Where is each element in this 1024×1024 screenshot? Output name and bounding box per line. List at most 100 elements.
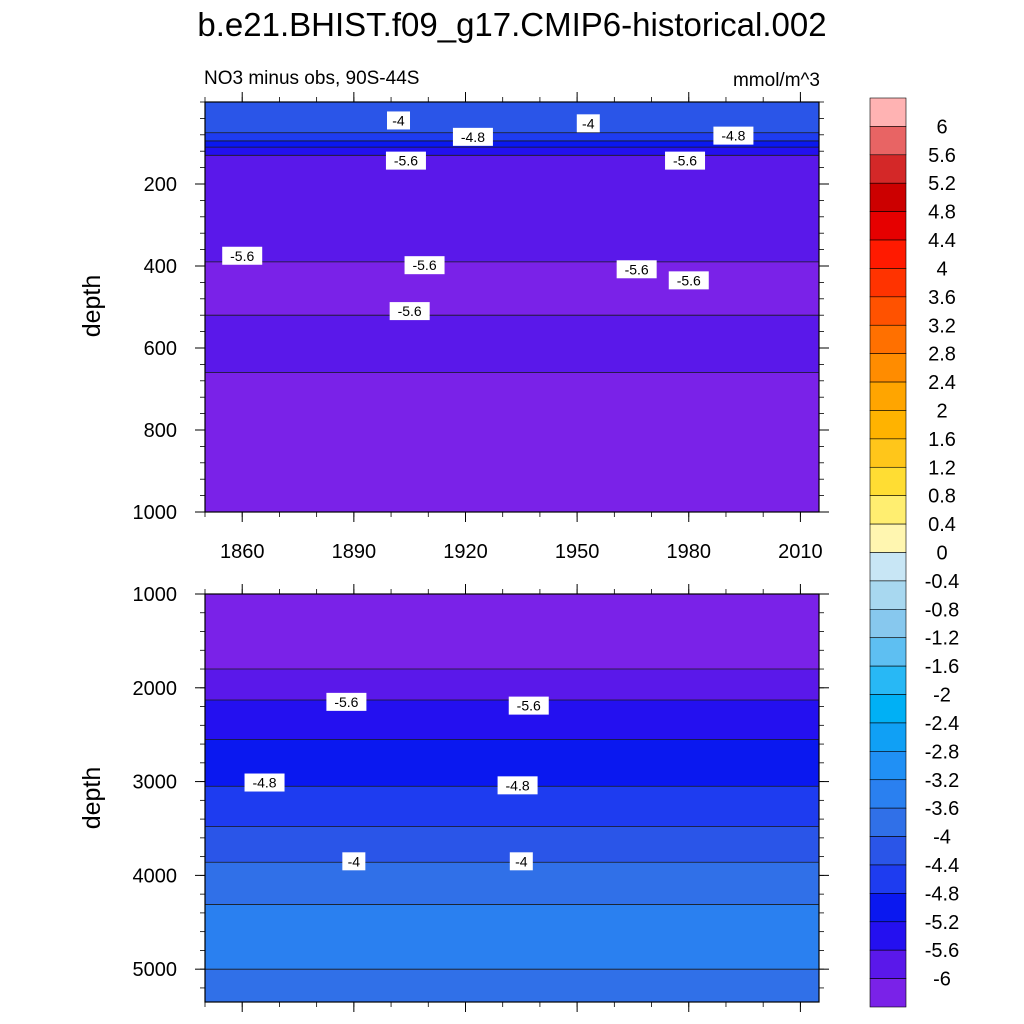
colorbar-label: 6 (936, 116, 947, 138)
colorbar-swatch (869, 97, 907, 127)
colorbar-label: 2 (936, 400, 947, 422)
y-tick-label: 800 (144, 420, 177, 442)
colorbar-swatch (869, 836, 907, 866)
colorbar-swatch (869, 864, 907, 894)
colorbar-swatch (869, 466, 907, 496)
colorbar-swatch (869, 807, 907, 837)
x-tick-label: 1920 (443, 541, 488, 563)
contour-band (205, 594, 819, 670)
svg-text:-5.6: -5.6 (230, 248, 254, 264)
y-tick-label: 600 (144, 338, 177, 360)
contour-label: -5.6 (385, 151, 426, 170)
colorbar-label: 0.4 (928, 514, 956, 536)
svg-text:-4: -4 (582, 115, 595, 131)
y-tick-label: 200 (144, 174, 177, 196)
colorbar-label: 3.2 (928, 315, 956, 337)
colorbar-label: 2.8 (928, 344, 956, 366)
svg-text:-5.6: -5.6 (673, 153, 697, 169)
x-tick-label: 1890 (332, 541, 377, 563)
colorbar-label: -2 (933, 685, 951, 707)
contour-label: -4 (342, 852, 366, 871)
colorbar-label: -0.8 (925, 599, 959, 621)
colorbar-swatch (869, 239, 907, 269)
contour-label: -5.6 (665, 151, 706, 170)
colorbar-label: -1.6 (925, 656, 959, 678)
colorbar-swatch (869, 722, 907, 752)
colorbar-swatch (869, 580, 907, 610)
y-tick-label: 400 (144, 256, 177, 278)
figure-title: b.e21.BHIST.f09_g17.CMIP6-historical.002 (197, 6, 826, 43)
contour-band (205, 155, 819, 262)
contour-band (205, 969, 819, 1002)
y-tick-label: 4000 (133, 865, 178, 887)
colorbar-label: -5.2 (925, 912, 959, 934)
colorbar-swatch (869, 126, 907, 156)
y-tick-label: 5000 (133, 959, 178, 981)
colorbar-swatch (869, 182, 907, 212)
y-tick-label: 2000 (133, 678, 178, 700)
colorbar-swatch (869, 552, 907, 582)
contour-label: -4 (509, 852, 533, 871)
colorbar-label: -2.8 (925, 741, 959, 763)
colorbar-swatch (869, 751, 907, 781)
colorbar-label: 4.8 (928, 202, 956, 224)
x-tick-label: 1860 (220, 541, 265, 563)
contour-label: -4.8 (497, 776, 538, 795)
contour-band (205, 147, 819, 156)
x-tick-label: 2010 (778, 541, 823, 563)
colorbar-label: -3.2 (925, 770, 959, 792)
svg-text:-5.6: -5.6 (625, 261, 649, 277)
plot-frame (204, 101, 820, 513)
svg-text:-5.6: -5.6 (517, 698, 541, 714)
contour-band (205, 132, 819, 141)
lower-panel: 1000 2000 3000 4000 5000 -5.6 -5.6 -4.8 -4.8 -4 -4 (133, 584, 829, 1012)
colorbar-label: -4.8 (925, 883, 959, 905)
contour-label: -4 (576, 114, 600, 133)
upper-panel: 200 400 600 800 1000 1860 1890 1920 1950 1980 2010… (133, 92, 829, 563)
colorbar-label: -1.2 (925, 628, 959, 650)
x-tick-label: 1980 (667, 541, 712, 563)
contour-label: -4.8 (452, 127, 493, 146)
colorbar-swatch (869, 381, 907, 411)
colorbar-swatch (869, 523, 907, 553)
colorbar-swatch (869, 410, 907, 440)
contour-band (205, 904, 819, 970)
lower-y-axis-label: depth (78, 767, 106, 830)
units-label: mmol/m^3 (733, 70, 820, 91)
contour-label: -5.6 (404, 256, 445, 275)
colorbar-label: -4.4 (925, 855, 959, 877)
svg-text:-4: -4 (392, 112, 405, 128)
svg-text:-4.8: -4.8 (721, 128, 745, 144)
colorbar-label: -3.6 (925, 798, 959, 820)
colorbar: 6 5.6 5.2 4.8 4.4 4 3.6 3.2 2.8 2.4 2 1.6 1.2 0.8 0.4 0… (869, 97, 959, 1008)
colorbar-label: 0 (936, 543, 947, 565)
colorbar-label: 2.4 (928, 372, 956, 394)
colorbar-label: 5.2 (928, 173, 956, 195)
contour-band (205, 261, 819, 316)
colorbar-swatch (869, 609, 907, 639)
svg-text:-5.6: -5.6 (398, 303, 422, 319)
colorbar-swatch (869, 949, 907, 979)
upper-y-axis-label: depth (78, 275, 106, 338)
plot-frame (204, 593, 820, 1003)
colorbar-label: -6 (933, 969, 951, 991)
colorbar-label: -0.4 (925, 571, 959, 593)
colorbar-swatch (869, 978, 907, 1008)
contour-band (205, 669, 819, 700)
y-tick-label: 1000 (133, 502, 178, 524)
svg-text:-4.8: -4.8 (506, 777, 530, 793)
contour-band (205, 372, 819, 512)
colorbar-label: 4 (936, 258, 947, 280)
contour-label: -4.8 (713, 126, 754, 145)
contour-label: -5.6 (668, 271, 709, 290)
colorbar-swatch (869, 324, 907, 354)
svg-text:-5.6: -5.6 (412, 257, 436, 273)
svg-text:-4.8: -4.8 (252, 775, 276, 791)
svg-text:-4: -4 (515, 853, 528, 869)
colorbar-label: -5.6 (925, 940, 959, 962)
colorbar-swatch (869, 211, 907, 241)
y-tick-label: 1000 (133, 584, 178, 606)
colorbar-swatch (869, 921, 907, 951)
svg-text:-5.6: -5.6 (677, 272, 701, 288)
